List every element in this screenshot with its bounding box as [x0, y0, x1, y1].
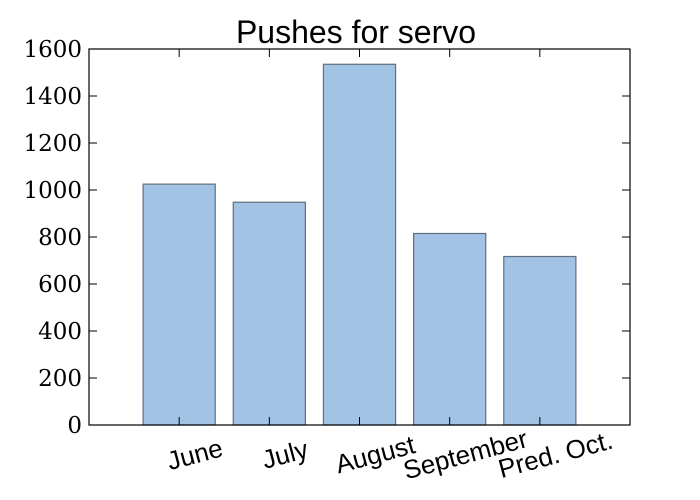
y-axis: 0 200 400 600 800 1000 1200 1400 1600: [23, 37, 630, 439]
y-tick-label: 800: [38, 225, 82, 251]
y-tick-label: 400: [38, 319, 82, 345]
y-tick-label: 1400: [23, 84, 82, 110]
bars: [142, 63, 577, 426]
bar-august: [322, 63, 397, 426]
y-tick-label: 0: [67, 413, 82, 439]
bar-june: [142, 183, 216, 426]
x-tick-label: June: [164, 433, 226, 477]
plot-frame: [88, 48, 631, 426]
bar-pred-oct: [503, 255, 577, 426]
y-tick-label: 1200: [23, 131, 82, 157]
chart-title: Pushes for servo: [236, 14, 476, 50]
x-tick-label: July: [259, 434, 311, 475]
y-tick-label: 1600: [23, 37, 82, 63]
y-tick-label: 600: [38, 272, 82, 298]
y-tick-label: 1000: [23, 178, 82, 204]
bar-september: [413, 232, 487, 426]
y-tick-label: 200: [38, 366, 82, 392]
bar-july: [232, 201, 306, 426]
